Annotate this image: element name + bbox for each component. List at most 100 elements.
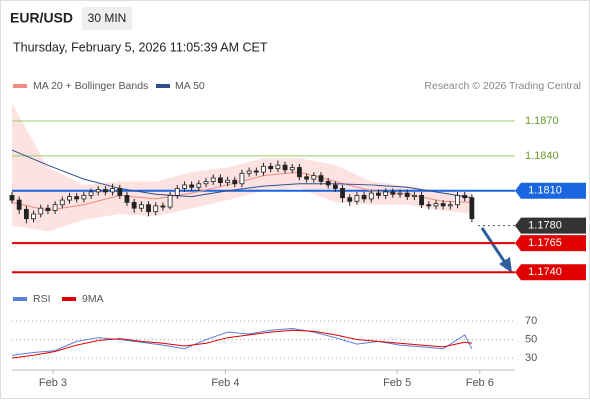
timeframe-box [82,7,132,30]
candle-body [103,189,108,193]
candle-body [189,184,195,188]
candle-body [440,203,446,207]
candle-body [160,205,166,208]
candle-body [340,188,345,199]
candle-body [203,181,209,185]
level-label-box [515,235,586,252]
source: Research © 2026 Trading Central [424,80,581,92]
candle-body [95,189,101,193]
legend-label: MA 50 [175,80,205,92]
level-label-box [515,264,586,281]
candle-body [52,204,58,211]
candle-body [469,197,475,220]
level-label-box [515,182,586,199]
candle-body [117,188,123,196]
candle-body [297,167,302,178]
candle-body [411,195,417,197]
candle-body [232,179,238,185]
candle-body [368,192,374,200]
y-tick-label: 50 [525,333,537,345]
candle-body [325,181,331,186]
candle-body [38,207,44,215]
level-label: 1.1810 [528,185,562,197]
candle-body [304,176,310,180]
legend-swatch [13,297,27,301]
y-tick-label: 70 [525,315,537,327]
x-tick-label: Feb 4 [211,377,239,389]
candle-body [16,199,22,210]
candle-body [268,165,274,170]
legend-swatch [13,84,27,88]
candle-body [253,170,259,173]
arrow-head [499,257,512,273]
candle-body [153,205,159,213]
indicator-line [11,329,472,359]
candle-body [167,195,173,208]
candle-body [289,167,295,171]
candle-body [59,199,65,206]
candle-body [131,201,137,209]
legend-label: MA 20 + Bollinger Bands [33,80,148,92]
candle-body [318,175,324,182]
candle-body [275,164,281,170]
candle-body [88,191,94,196]
ma-line [11,149,472,199]
candle-body [261,165,266,173]
candle-body [210,177,216,182]
candle-body [146,204,151,213]
x-tick-label: Feb 5 [383,377,411,389]
legend-swatch [62,297,76,301]
candle-body [81,195,87,200]
candle-body [455,195,460,206]
candle-body [246,170,252,174]
candle-body [347,197,353,202]
candle-body [282,164,288,171]
candle-body [45,207,51,211]
x-tick-label: Feb 3 [39,377,67,389]
candle-body [433,203,439,207]
candle-body [354,195,360,202]
level-label-box [515,217,586,234]
legend-label: 9MA [82,293,104,305]
candle-body [397,192,403,195]
candle-body [124,195,130,203]
candle-body [376,192,381,196]
candle-body [419,195,424,206]
candle-body [426,204,432,207]
symbol: EUR/USD [10,10,73,26]
candle-body [31,213,36,220]
candle-body [174,188,180,196]
level-label: 1.1740 [528,266,562,278]
timeframe: 30 MIN [88,11,127,25]
arrow-shaft [480,227,508,265]
candle-body [404,192,410,197]
candle-body [9,195,15,201]
level-label: 1.1870 [525,115,559,127]
candle-body [138,204,144,209]
candle-body [383,191,389,196]
y-tick-label: 30 [525,352,537,364]
x-tick-label: Feb 6 [466,377,494,389]
candle-body [332,184,338,189]
candle-body [74,196,80,200]
candle-body [390,191,396,195]
indicator-line [11,327,473,356]
candle-body [462,195,468,199]
candle-body [225,179,230,184]
candle-body [361,195,367,200]
candle-body [67,196,72,201]
candle-body [311,175,317,180]
level-label: 1.1780 [528,220,562,232]
candle-body [110,188,115,193]
candle-body [239,172,245,185]
candle-body [23,208,29,220]
candle-body [447,204,453,207]
legend-label: RSI [33,293,51,305]
level-label: 1.1840 [525,150,559,162]
candle-body [196,183,202,188]
datetime: Thursday, February 5, 2026 11:05:39 AM C… [13,40,268,54]
legend-swatch [156,84,170,88]
